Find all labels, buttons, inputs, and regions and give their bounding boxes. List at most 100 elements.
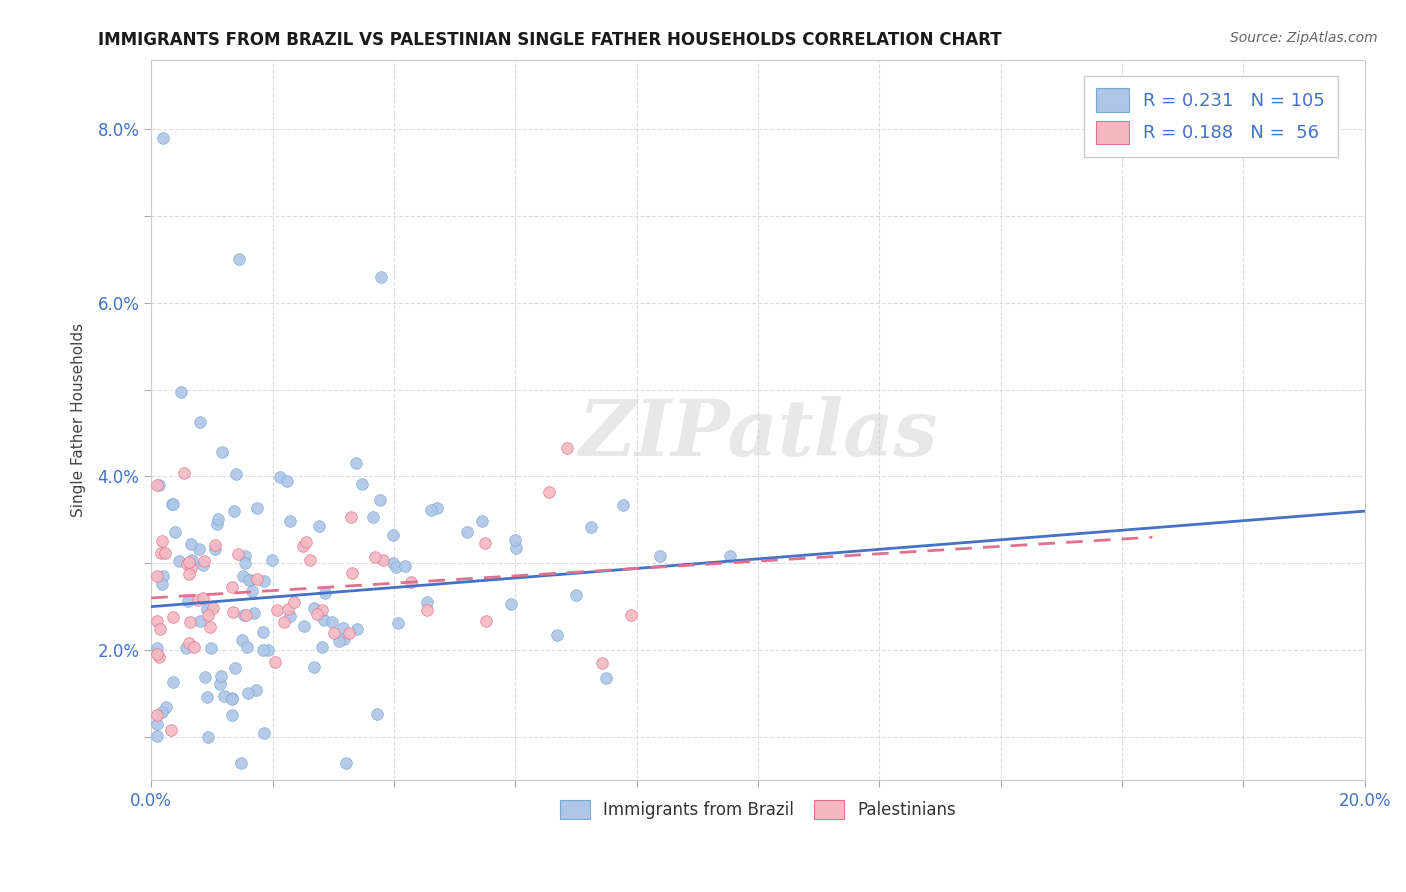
Point — [298, 553, 321, 567]
Point — [368, 492, 391, 507]
Point — [153, 546, 176, 560]
Point — [183, 640, 205, 655]
Point — [245, 683, 267, 698]
Point — [149, 546, 172, 560]
Point — [252, 643, 274, 657]
Point — [373, 552, 395, 566]
Point — [162, 610, 184, 624]
Point — [146, 647, 169, 661]
Point — [146, 568, 169, 582]
Point — [260, 552, 283, 566]
Legend: Immigrants from Brazil, Palestinians: Immigrants from Brazil, Palestinians — [553, 794, 963, 826]
Point — [177, 636, 200, 650]
Point — [246, 501, 269, 516]
Point — [233, 607, 256, 622]
Point — [150, 534, 173, 549]
Point — [332, 621, 354, 635]
Point — [239, 573, 262, 587]
Point — [416, 594, 439, 608]
Point — [148, 478, 170, 492]
Point — [188, 415, 211, 429]
Point — [323, 625, 346, 640]
Point — [344, 456, 367, 470]
Point — [456, 524, 478, 539]
Point — [381, 528, 404, 542]
Point — [314, 585, 336, 599]
Point — [162, 674, 184, 689]
Point — [204, 537, 226, 551]
Point — [177, 554, 200, 568]
Point — [191, 591, 214, 606]
Point — [278, 514, 301, 528]
Point — [148, 650, 170, 665]
Point — [146, 640, 169, 655]
Point — [221, 580, 243, 594]
Point — [311, 640, 333, 654]
Point — [292, 539, 315, 553]
Point — [146, 478, 169, 492]
Point — [350, 477, 373, 491]
Point — [146, 614, 169, 628]
Point — [200, 640, 222, 655]
Point — [191, 558, 214, 572]
Point — [176, 594, 198, 608]
Point — [233, 556, 256, 570]
Point — [264, 656, 287, 670]
Point — [266, 602, 288, 616]
Point — [197, 607, 219, 622]
Point — [337, 625, 360, 640]
Point — [242, 606, 264, 620]
Point — [416, 603, 439, 617]
Point — [612, 499, 634, 513]
Point — [555, 441, 578, 455]
Point — [236, 686, 259, 700]
Point — [179, 615, 201, 629]
Point — [152, 569, 174, 583]
Point — [209, 677, 232, 691]
Point — [238, 574, 260, 588]
Point — [231, 756, 253, 770]
Point — [276, 474, 298, 488]
Point — [252, 574, 274, 588]
Point — [246, 572, 269, 586]
Point — [269, 470, 291, 484]
Point — [277, 602, 299, 616]
Point — [160, 723, 183, 737]
Point — [311, 603, 333, 617]
Point — [381, 556, 404, 570]
Point — [193, 554, 215, 568]
Point — [240, 583, 263, 598]
Point — [197, 730, 219, 744]
Point — [162, 497, 184, 511]
Point — [187, 593, 209, 607]
Point — [384, 560, 406, 574]
Text: IMMIGRANTS FROM BRAZIL VS PALESTINIAN SINGLE FATHER HOUSEHOLDS CORRELATION CHART: IMMIGRANTS FROM BRAZIL VS PALESTINIAN SI… — [98, 31, 1002, 49]
Point — [174, 641, 197, 656]
Point — [224, 661, 246, 675]
Point — [308, 519, 330, 533]
Point — [194, 669, 217, 683]
Point — [399, 575, 422, 590]
Point — [195, 602, 218, 616]
Text: Source: ZipAtlas.com: Source: ZipAtlas.com — [1230, 31, 1378, 45]
Point — [221, 691, 243, 706]
Point — [204, 541, 226, 556]
Point — [307, 607, 329, 622]
Point — [195, 690, 218, 704]
Point — [235, 608, 257, 623]
Point — [150, 705, 173, 719]
Point — [222, 605, 245, 619]
Point — [209, 669, 232, 683]
Point — [475, 615, 498, 629]
Point — [232, 569, 254, 583]
Point — [180, 561, 202, 575]
Point — [620, 608, 643, 623]
Point — [165, 525, 187, 540]
Point — [426, 500, 449, 515]
Point — [595, 671, 617, 685]
Point — [221, 707, 243, 722]
Point — [211, 445, 233, 459]
Point — [235, 549, 257, 563]
Point — [280, 609, 302, 624]
Point — [177, 567, 200, 582]
